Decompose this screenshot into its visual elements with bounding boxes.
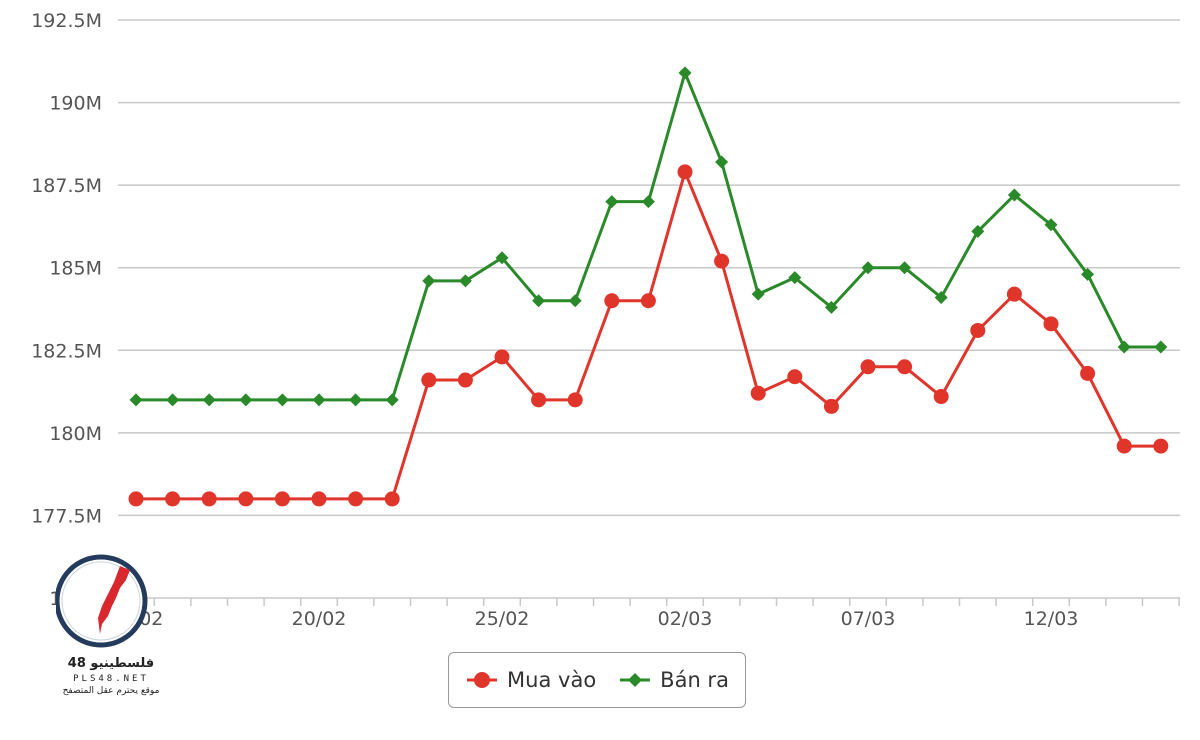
data-point[interactable] (861, 261, 875, 275)
data-point[interactable] (1006, 286, 1022, 302)
data-point[interactable] (1154, 340, 1168, 354)
data-point[interactable] (1081, 267, 1095, 281)
data-point[interactable] (1007, 188, 1021, 202)
data-point[interactable] (823, 398, 839, 414)
data-point[interactable] (934, 290, 948, 304)
legend-label-sell: Bán ra (660, 668, 729, 692)
data-point[interactable] (348, 491, 364, 507)
y-tick-label: 177.5M (31, 505, 102, 527)
data-point[interactable] (970, 322, 986, 338)
gridlines (118, 19, 1180, 517)
logo-emblem-icon (54, 554, 148, 648)
data-point[interactable] (677, 164, 693, 180)
data-point[interactable] (897, 359, 913, 375)
series-buy (128, 164, 1169, 507)
data-point[interactable] (275, 393, 289, 407)
data-point[interactable] (1043, 316, 1059, 332)
legend-label-buy: Mua vào (507, 668, 597, 692)
data-point[interactable] (457, 372, 473, 388)
data-point[interactable] (239, 393, 253, 407)
data-point[interactable] (238, 491, 254, 507)
data-point[interactable] (166, 393, 180, 407)
legend-item-buy[interactable]: Mua vào (465, 668, 596, 692)
data-point[interactable] (495, 251, 509, 265)
data-point[interactable] (568, 294, 582, 308)
data-point[interactable] (202, 393, 216, 407)
data-point[interactable] (274, 491, 290, 507)
data-point[interactable] (1153, 438, 1169, 454)
x-tick-label: 07/03 (841, 608, 896, 630)
legend-buy-marker-icon (467, 672, 498, 688)
legend-item-sell[interactable]: Bán ra (618, 668, 729, 692)
data-point[interactable] (494, 349, 510, 365)
y-tick-label: 192.5M (31, 10, 102, 32)
data-point[interactable] (385, 393, 399, 407)
data-point[interactable] (898, 261, 912, 275)
data-point[interactable] (201, 491, 217, 507)
data-point[interactable] (421, 372, 437, 388)
data-point[interactable] (1044, 218, 1058, 232)
data-point[interactable] (860, 359, 876, 375)
x-tick-label: 02/03 (658, 608, 713, 630)
data-point[interactable] (678, 66, 692, 80)
logo-tagline: موقع يحترم عقل المتصفح (62, 686, 160, 696)
y-tick-label: 182.5M (31, 340, 102, 362)
series-sell (129, 66, 1168, 407)
y-tick-label: 187.5M (31, 175, 102, 197)
data-point[interactable] (751, 287, 765, 301)
data-point[interactable] (1080, 365, 1096, 381)
data-point[interactable] (787, 369, 803, 385)
data-point[interactable] (128, 491, 144, 507)
data-point[interactable] (1117, 340, 1131, 354)
data-point[interactable] (604, 293, 620, 309)
y-tick-label: 180M (49, 423, 102, 445)
data-point[interactable] (933, 389, 949, 405)
data-point[interactable] (567, 392, 583, 408)
data-point[interactable] (640, 293, 656, 309)
series-group (128, 66, 1169, 507)
data-point[interactable] (349, 393, 363, 407)
logo-name: فلسطينيو 48 (67, 656, 155, 671)
data-point[interactable] (311, 491, 327, 507)
y-tick-label: 190M (49, 93, 102, 115)
data-point[interactable] (312, 393, 326, 407)
data-point[interactable] (605, 195, 619, 209)
chart-legend: Mua vào Bán ra (448, 652, 746, 708)
data-point[interactable] (422, 274, 436, 288)
data-point[interactable] (1116, 438, 1132, 454)
data-point[interactable] (458, 274, 472, 288)
x-tick-label: 12/03 (1024, 608, 1079, 630)
data-point[interactable] (129, 393, 143, 407)
y-tick-label: 185M (49, 258, 102, 280)
data-point[interactable] (824, 300, 838, 314)
logo-url: PLS48.NET (73, 674, 149, 684)
data-point[interactable] (384, 491, 400, 507)
data-point[interactable] (531, 392, 547, 408)
data-point[interactable] (971, 224, 985, 238)
data-point[interactable] (788, 271, 802, 285)
data-point[interactable] (750, 385, 766, 401)
site-logo: فلسطينيو 48 PLS48.NET موقع يحترم عقل الم… (54, 554, 166, 704)
data-point[interactable] (641, 195, 655, 209)
legend-sell-marker-icon (620, 673, 651, 687)
x-tick-label: 25/02 (475, 608, 530, 630)
data-point[interactable] (714, 253, 730, 269)
data-point[interactable] (715, 155, 729, 169)
x-tick-label: 20/02 (292, 608, 347, 630)
data-point[interactable] (165, 491, 181, 507)
series-line (136, 170, 1161, 501)
data-point[interactable] (532, 294, 546, 308)
